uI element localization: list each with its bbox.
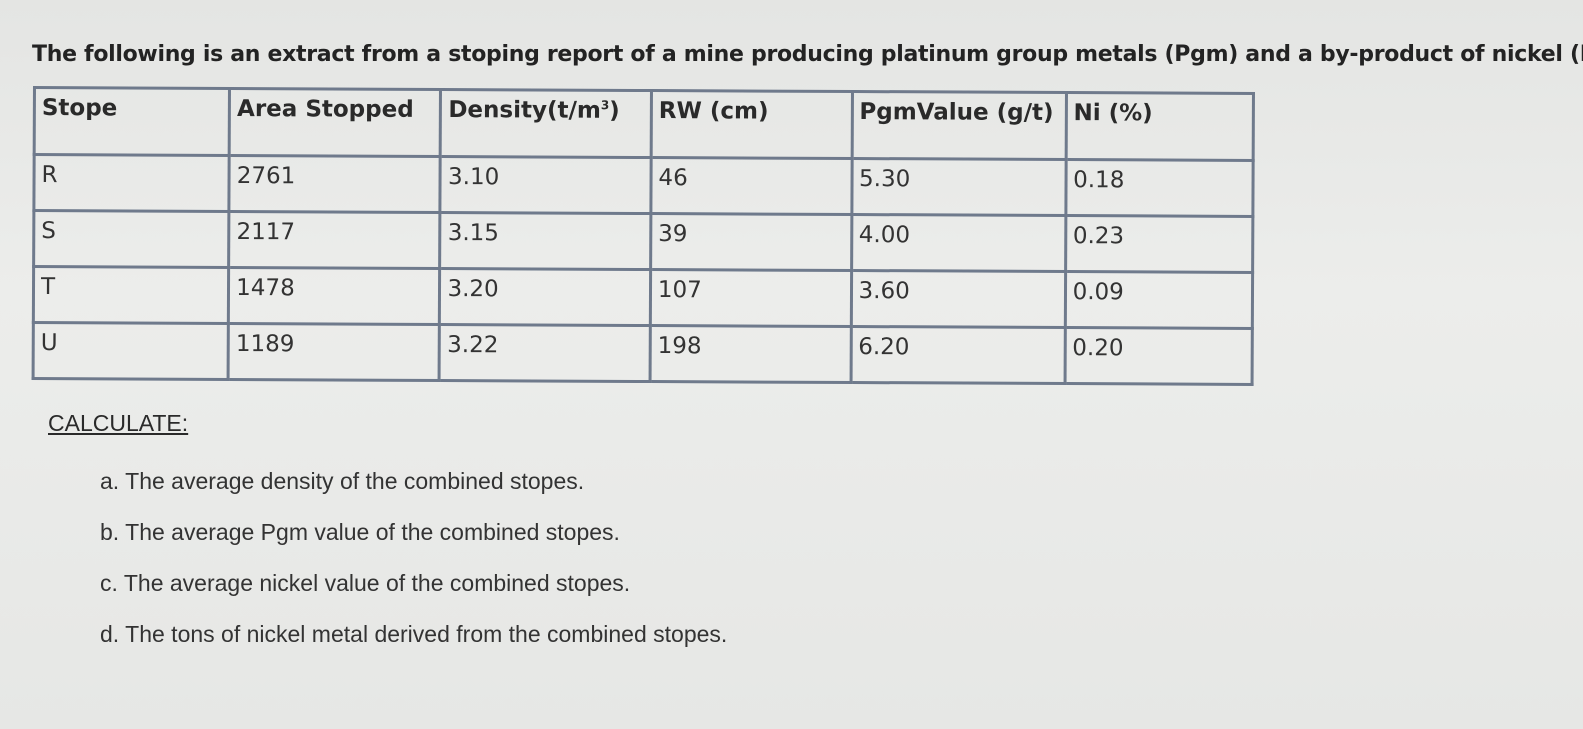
header-density-close: ) [609,97,620,124]
header-pgm-value: PgmValue (g/t) [851,91,1067,160]
cell-density: 3.15 [440,212,651,270]
cell-rw: 46 [650,157,852,215]
cell-area: 1189 [228,323,440,381]
cell-density: 3.10 [440,156,652,214]
cell-area: 1478 [228,267,441,325]
task-list: a. The average density of the combined s… [100,468,727,672]
table-row: S 2117 3.15 39 4.00 0.23 [33,210,1253,273]
table-row: U 1189 3.22 198 6.20 0.20 [33,322,1253,385]
table-row: T 1478 3.20 107 3.60 0.09 [33,266,1253,329]
cell-ni: 0.18 [1065,159,1254,217]
task-item-c: c. The average nickel value of the combi… [100,570,631,596]
cell-rw: 198 [649,325,851,383]
header-stope: Stope [34,87,230,156]
cell-pgm: 5.30 [851,158,1066,216]
cell-pgm: 3.60 [850,270,1066,328]
task-item-b: b. The average Pgm value of the combined… [100,519,620,545]
header-rw: RW (cm) [651,90,853,159]
cell-ni: 0.09 [1064,271,1253,329]
cell-rw: 39 [650,213,852,271]
cell-rw: 107 [650,269,852,327]
cell-stope: U [33,322,229,380]
table-header-row: Stope Area Stopped Density(t/m3) RW (cm)… [34,87,1254,161]
calculate-heading: CALCULATE: [48,410,189,436]
cell-stope: S [33,210,230,268]
header-density-label: Density(t/m [448,97,601,124]
cell-ni: 0.20 [1064,327,1253,385]
task-item-a: a. The average density of the combined s… [100,468,585,494]
cell-stope: T [33,266,229,324]
cell-density: 3.22 [439,324,651,382]
header-density: Density(t/m3) [440,89,652,158]
table-row: R 2761 3.10 46 5.30 0.18 [33,154,1254,217]
cell-pgm: 4.00 [851,214,1066,272]
cell-pgm: 6.20 [850,326,1065,384]
intro-text: The following is an extract from a stopi… [32,42,1583,67]
cell-ni: 0.23 [1065,215,1253,273]
task-item-d: d. The tons of nickel metal derived from… [100,621,728,647]
cell-density: 3.20 [439,268,651,326]
stoping-report-table: Stope Area Stopped Density(t/m3) RW (cm)… [31,86,1255,386]
header-area-stopped: Area Stopped [229,88,441,157]
cell-area: 2117 [228,211,441,269]
cell-stope: R [33,154,230,212]
cell-area: 2761 [229,155,441,213]
header-ni: Ni (%) [1065,92,1254,161]
